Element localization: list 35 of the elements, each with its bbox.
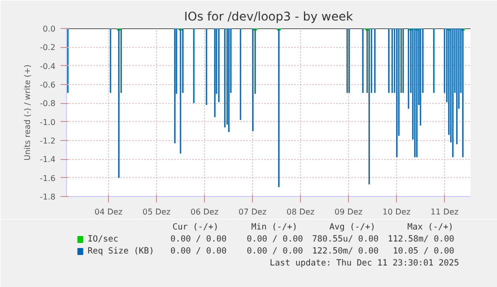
x-tick-label: 11 Dez bbox=[430, 208, 459, 216]
y-tick-label: -0.6 bbox=[40, 80, 56, 90]
y-tick-label: -1.2 bbox=[40, 136, 56, 146]
y-tick-label: -1.0 bbox=[40, 118, 56, 127]
text: 0.00 / 0.00 bbox=[170, 246, 227, 256]
text: 122.50m/ 0.00 bbox=[312, 246, 379, 256]
text: 112.58m/ 0.00 bbox=[388, 234, 454, 244]
x-tick-label: 08 Dez bbox=[286, 208, 315, 216]
x-tick-label: 06 Dez bbox=[190, 208, 219, 216]
text: Min (-/+) bbox=[251, 222, 298, 232]
y-axis-title: Units read (-) / write (+) bbox=[22, 64, 32, 161]
legend-label: IO/sec bbox=[88, 234, 118, 244]
x-tick-label: 04 Dez bbox=[94, 208, 123, 216]
text: 0.00 / 0.00 bbox=[246, 234, 304, 244]
text: Last update: Thu Dec 11 23:30:01 2025 bbox=[270, 258, 460, 268]
y-tick-label: -0.8 bbox=[40, 99, 56, 108]
y-tick-label: -0.2 bbox=[40, 43, 56, 52]
text: 780.55u/ 0.00 bbox=[312, 234, 379, 244]
x-tick-label: 05 Dez bbox=[142, 208, 171, 216]
y-tick-label: -1.4 bbox=[40, 155, 56, 164]
text: Avg (-/+) bbox=[329, 222, 376, 232]
text: 0.00 / 0.00 bbox=[246, 246, 304, 256]
y-tick-label: -1.8 bbox=[40, 192, 56, 202]
x-tick-label: 07 Dez bbox=[238, 208, 267, 216]
y-tick-label: -1.6 bbox=[40, 174, 56, 183]
y-tick-label: 0.0 bbox=[42, 24, 56, 34]
chart-title: IOs for /dev/loop3 - by week bbox=[184, 10, 353, 24]
text: Cur (-/+) bbox=[172, 222, 219, 232]
text: 10.05 / 0.00 bbox=[392, 246, 454, 256]
text: Max (-/+) bbox=[407, 222, 454, 232]
text: 0.00 / 0.00 bbox=[170, 234, 227, 244]
x-tick-label: 09 Dez bbox=[334, 208, 363, 216]
legend-label: Req Size (KB) bbox=[88, 246, 154, 256]
y-tick-label: -0.4 bbox=[40, 62, 56, 71]
x-tick-label: 10 Dez bbox=[382, 208, 411, 216]
